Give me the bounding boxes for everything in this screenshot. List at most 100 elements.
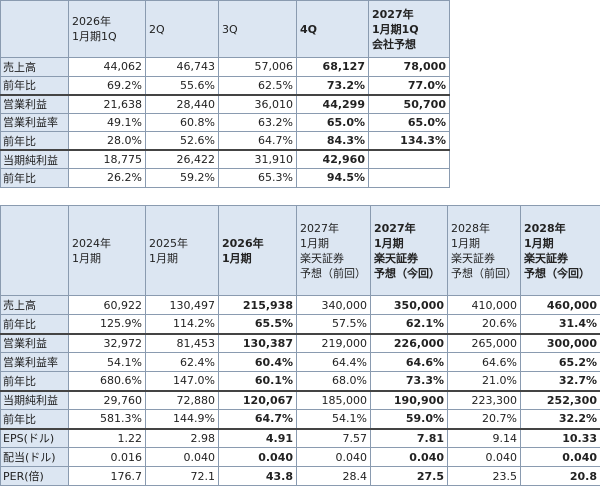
cell-value: 2.98 bbox=[145, 428, 219, 448]
cell-value: 223,300 bbox=[447, 390, 521, 410]
cell-value: 340,000 bbox=[296, 295, 371, 315]
cell-value: 65.3% bbox=[218, 168, 297, 188]
cell-value: 57.5% bbox=[296, 314, 371, 335]
row-label: 当期純利益 bbox=[0, 390, 69, 410]
cell-value: 62.1% bbox=[370, 314, 448, 335]
cell-value: 73.3% bbox=[370, 371, 448, 392]
cell-value: 0.016 bbox=[68, 447, 146, 467]
column-header: 2027年 1月期 楽天証券 予想（今回） bbox=[370, 205, 448, 296]
column-header: 4Q bbox=[296, 0, 369, 58]
cell-value: 28.4 bbox=[296, 466, 371, 486]
row-label: 営業利益 bbox=[0, 94, 69, 114]
corner-cell bbox=[0, 205, 69, 296]
cell-value: 410,000 bbox=[447, 295, 521, 315]
cell-value: 69.2% bbox=[68, 75, 146, 96]
column-header: 2027年 1月期1Q 会社予想 bbox=[368, 0, 450, 58]
cell-value: 72,880 bbox=[145, 390, 219, 410]
row-label: 配当(ドル) bbox=[0, 447, 69, 467]
cell-value: 36,010 bbox=[218, 94, 297, 114]
cell-value: 1.22 bbox=[68, 428, 146, 448]
table-row: 前年比 26.2% 59.2% 65.3% 94.5% bbox=[0, 168, 450, 188]
cell-value: 26.2% bbox=[68, 168, 146, 188]
header-row: 2026年 1月期1Q 2Q 3Q 4Q 2027年 1月期1Q 会社予想 bbox=[0, 0, 450, 58]
row-label: 前年比 bbox=[0, 314, 69, 335]
cell-value: 28,440 bbox=[145, 94, 219, 114]
table-row: 当期純利益 18,775 26,422 31,910 42,960 bbox=[0, 149, 450, 169]
table-row: 前年比 125.9% 114.2% 65.5% 57.5% 62.1% 20.6% 31.4% bbox=[0, 314, 600, 335]
cell-value: 26,422 bbox=[145, 149, 219, 169]
cell-value: 43.8 bbox=[218, 466, 297, 486]
column-header: 2028年 1月期 楽天証券 予想（前回） bbox=[447, 205, 521, 296]
cell-value: 32,972 bbox=[68, 333, 146, 353]
cell-value: 77.0% bbox=[368, 75, 450, 96]
cell-value: 59.0% bbox=[370, 409, 448, 430]
cell-value: 176.7 bbox=[68, 466, 146, 486]
cell-value: 114.2% bbox=[145, 314, 219, 335]
annual-table: 2024年 1月期 2025年 1月期 2026年 1月期 2027年 1月期 楽天証… bbox=[0, 205, 600, 486]
cell-value: 7.81 bbox=[370, 428, 448, 448]
cell-value: 57,006 bbox=[218, 57, 297, 77]
cell-value: 64.7% bbox=[218, 131, 297, 151]
column-header: 2026年 1月期1Q bbox=[68, 0, 146, 58]
table-row: 配当(ドル) 0.016 0.040 0.040 0.040 0.040 0.040 0.04… bbox=[0, 447, 600, 467]
cell-value: 581.3% bbox=[68, 409, 146, 430]
table-row: PER(倍) 176.7 72.1 43.8 28.4 27.5 23.5 20.8 bbox=[0, 466, 600, 486]
cell-value: 20.7% bbox=[447, 409, 521, 430]
cell-value: 0.040 bbox=[218, 447, 297, 467]
row-label: 前年比 bbox=[0, 371, 69, 392]
cell-value: 60.8% bbox=[145, 112, 219, 132]
table-row: 営業利益率 54.1% 62.4% 60.4% 64.4% 64.6% 64.6% 65.2% bbox=[0, 352, 600, 372]
cell-value: 44,299 bbox=[296, 94, 369, 114]
cell-value: 94.5% bbox=[296, 168, 369, 188]
cell-value: 265,000 bbox=[447, 333, 521, 353]
cell-value: 144.9% bbox=[145, 409, 219, 430]
cell-value: 64.6% bbox=[447, 352, 521, 372]
table-row: 前年比 680.6% 147.0% 60.1% 68.0% 73.3% 21.0% 32.7% bbox=[0, 371, 600, 392]
cell-value: 300,000 bbox=[520, 333, 600, 353]
cell-value: 120,067 bbox=[218, 390, 297, 410]
cell-value: 62.4% bbox=[145, 352, 219, 372]
row-label: 前年比 bbox=[0, 168, 69, 188]
cell-value: 7.57 bbox=[296, 428, 371, 448]
cell-value: 72.1 bbox=[145, 466, 219, 486]
cell-value: 55.6% bbox=[145, 75, 219, 96]
column-header: 2024年 1月期 bbox=[68, 205, 146, 296]
cell-value: 59.2% bbox=[145, 168, 219, 188]
cell-value: 84.3% bbox=[296, 131, 369, 151]
cell-value: 20.8 bbox=[520, 466, 600, 486]
cell-value: 9.14 bbox=[447, 428, 521, 448]
cell-value: 68,127 bbox=[296, 57, 369, 77]
cell-value: 32.2% bbox=[520, 409, 600, 430]
cell-value: 31.4% bbox=[520, 314, 600, 335]
cell-value: 65.5% bbox=[218, 314, 297, 335]
cell-value: 60,922 bbox=[68, 295, 146, 315]
cell-value: 147.0% bbox=[145, 371, 219, 392]
row-label: 前年比 bbox=[0, 75, 69, 96]
table-row: 売上高 60,922 130,497 215,938 340,000 350,000 410… bbox=[0, 295, 600, 315]
header-row: 2024年 1月期 2025年 1月期 2026年 1月期 2027年 1月期 楽天証… bbox=[0, 205, 600, 296]
cell-value: 63.2% bbox=[218, 112, 297, 132]
empty-cell bbox=[368, 168, 450, 188]
cell-value: 28.0% bbox=[68, 131, 146, 151]
cell-value: 4.91 bbox=[218, 428, 297, 448]
cell-value: 190,900 bbox=[370, 390, 448, 410]
cell-value: 64.4% bbox=[296, 352, 371, 372]
cell-value: 0.040 bbox=[370, 447, 448, 467]
cell-value: 130,387 bbox=[218, 333, 297, 353]
cell-value: 64.6% bbox=[370, 352, 448, 372]
cell-value: 65.0% bbox=[296, 112, 369, 132]
table-row: 前年比 581.3% 144.9% 64.7% 54.1% 59.0% 20.7% 32.2% bbox=[0, 409, 600, 430]
cell-value: 31,910 bbox=[218, 149, 297, 169]
row-label: EPS(ドル) bbox=[0, 428, 69, 448]
cell-value: 42,960 bbox=[296, 149, 369, 169]
cell-value: 460,000 bbox=[520, 295, 600, 315]
cell-value: 130,497 bbox=[145, 295, 219, 315]
cell-value: 49.1% bbox=[68, 112, 146, 132]
cell-value: 10.33 bbox=[520, 428, 600, 448]
column-header: 2027年 1月期 楽天証券 予想（前回） bbox=[296, 205, 371, 296]
row-label: 前年比 bbox=[0, 131, 69, 151]
table-row: 営業利益 21,638 28,440 36,010 44,299 50,700 bbox=[0, 94, 450, 114]
cell-value: 54.1% bbox=[68, 352, 146, 372]
cell-value: 0.040 bbox=[145, 447, 219, 467]
table-row: 前年比 28.0% 52.6% 64.7% 84.3% 134.3% bbox=[0, 131, 450, 151]
